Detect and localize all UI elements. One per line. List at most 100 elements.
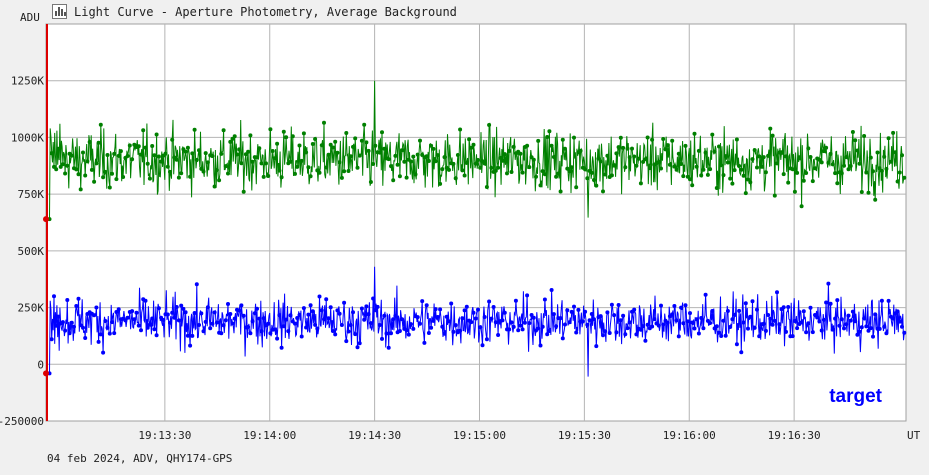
- footer-info: 04 feb 2024, ADV, QHY174-GPS: [47, 452, 233, 465]
- data-point: [221, 128, 226, 133]
- data-point: [603, 329, 608, 334]
- data-point: [692, 326, 697, 331]
- data-point: [426, 159, 431, 163]
- data-point: [130, 309, 135, 314]
- data-point: [739, 167, 744, 172]
- x-tick-label: 19:16:30: [768, 429, 821, 442]
- data-point: [875, 150, 880, 155]
- data-point: [373, 308, 378, 313]
- data-point: [665, 143, 670, 148]
- data-point: [435, 153, 440, 158]
- data-point: [478, 165, 483, 170]
- data-point: [174, 305, 179, 309]
- data-point: [717, 144, 721, 149]
- data-point: [92, 179, 97, 184]
- data-point: [357, 341, 362, 346]
- data-point: [625, 146, 630, 151]
- data-point: [203, 319, 208, 324]
- data-point: [174, 157, 179, 162]
- data-point: [594, 183, 599, 188]
- data-point: [139, 152, 143, 157]
- data-point: [902, 175, 907, 180]
- data-point: [714, 324, 719, 329]
- chart-icon[interactable]: [52, 4, 67, 19]
- data-point: [589, 312, 594, 316]
- data-point: [377, 150, 382, 155]
- data-point: [607, 331, 612, 335]
- data-point: [447, 167, 451, 172]
- data-point: [384, 331, 389, 336]
- data-point: [674, 318, 679, 323]
- data-point: [176, 318, 181, 323]
- data-point: [681, 321, 686, 326]
- data-point: [447, 319, 451, 324]
- data-point: [665, 320, 670, 325]
- data-point: [844, 155, 849, 160]
- data-point: [172, 315, 177, 320]
- data-point: [301, 306, 306, 311]
- data-point: [632, 307, 637, 312]
- data-point: [511, 144, 516, 149]
- data-point: [616, 303, 621, 307]
- data-point: [536, 326, 541, 331]
- y-tick-label: 750K: [18, 188, 45, 201]
- data-point: [480, 343, 485, 348]
- data-point: [605, 310, 610, 315]
- data-point: [83, 336, 88, 340]
- data-point: [563, 146, 567, 151]
- data-point: [542, 172, 547, 177]
- data-point: [761, 321, 766, 326]
- data-point: [272, 327, 277, 332]
- data-point: [110, 171, 114, 176]
- data-point: [438, 307, 443, 312]
- data-point: [219, 151, 224, 156]
- data-point: [560, 137, 565, 142]
- data-point: [409, 322, 413, 327]
- data-point: [255, 155, 259, 160]
- data-point: [284, 135, 289, 140]
- data-point: [366, 148, 371, 153]
- data-point: [710, 309, 715, 313]
- data-point: [538, 183, 543, 188]
- data-point: [886, 136, 891, 141]
- data-point: [527, 321, 532, 326]
- window-title: Light Curve - Aperture Photometry, Avera…: [74, 5, 457, 19]
- data-point: [134, 310, 139, 315]
- data-point: [725, 309, 730, 313]
- data-point: [308, 303, 313, 308]
- data-point: [279, 345, 284, 350]
- data-point: [614, 151, 619, 156]
- data-point: [795, 170, 800, 175]
- data-point: [150, 316, 155, 321]
- data-point: [69, 153, 74, 158]
- data-point: [257, 316, 262, 321]
- data-point: [317, 170, 322, 175]
- data-point: [152, 153, 157, 158]
- data-point: [804, 171, 809, 175]
- data-point: [250, 319, 255, 324]
- data-point: [763, 328, 768, 333]
- data-point: [431, 146, 436, 151]
- data-point: [520, 327, 525, 332]
- data-point: [306, 165, 311, 170]
- data-point: [136, 144, 141, 149]
- data-point: [293, 171, 297, 176]
- data-point: [674, 167, 679, 172]
- data-point: [679, 162, 684, 166]
- data-point: [56, 146, 61, 151]
- data-point: [67, 331, 72, 336]
- data-point: [855, 148, 860, 153]
- data-point: [83, 173, 88, 178]
- data-point: [143, 145, 148, 150]
- data-point: [259, 329, 264, 334]
- data-point: [627, 155, 632, 160]
- data-point: [330, 145, 335, 150]
- data-point: [348, 323, 353, 328]
- data-point: [585, 322, 590, 327]
- data-point: [136, 323, 141, 328]
- data-point: [795, 326, 800, 331]
- data-point: [161, 318, 166, 322]
- data-point: [389, 164, 393, 169]
- data-point: [94, 161, 99, 166]
